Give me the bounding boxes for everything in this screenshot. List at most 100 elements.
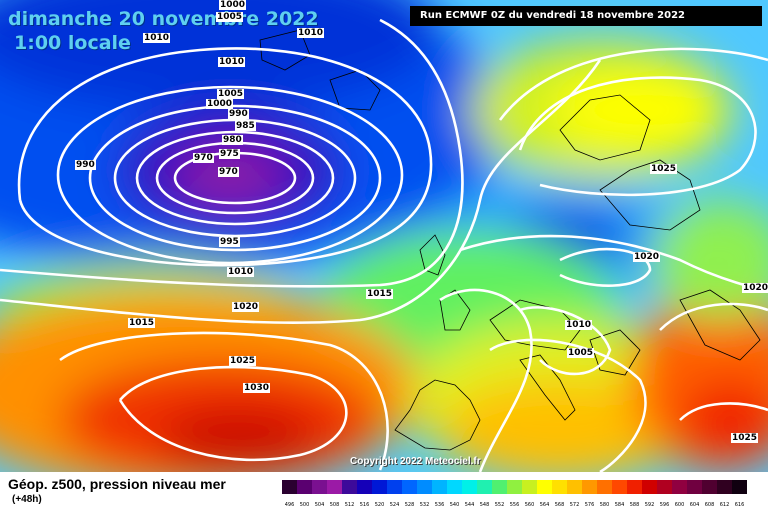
scale-tick-label: 556 bbox=[509, 502, 520, 508]
isobar-label: 1010 bbox=[565, 320, 593, 330]
scale-tick-label: 512 bbox=[344, 502, 355, 508]
color-scale bbox=[282, 480, 747, 494]
isobar-label: 1010 bbox=[297, 28, 325, 38]
scale-swatch bbox=[462, 480, 477, 494]
isobar-label: 980 bbox=[222, 135, 243, 145]
scale-tick-label: 560 bbox=[524, 502, 535, 508]
isobar-label: 985 bbox=[235, 121, 256, 131]
isobar-label: 995 bbox=[219, 237, 240, 247]
scale-tick-label: 540 bbox=[449, 502, 460, 508]
scale-tick-label: 516 bbox=[359, 502, 370, 508]
scale-tick-label: 544 bbox=[464, 502, 475, 508]
isobar-label: 1015 bbox=[366, 289, 394, 299]
scale-swatch bbox=[477, 480, 492, 494]
scale-tick-label: 524 bbox=[389, 502, 400, 508]
isobar-label: 970 bbox=[193, 153, 214, 163]
scale-tick-label: 532 bbox=[419, 502, 430, 508]
isobar-label: 1030 bbox=[243, 383, 271, 393]
isobar-label: 1015 bbox=[128, 318, 156, 328]
map-canvas bbox=[0, 0, 768, 472]
scale-tick-label: 548 bbox=[479, 502, 490, 508]
legend-bar: Géop. z500, pression niveau mer (+48h) 4… bbox=[0, 472, 768, 512]
scale-swatch bbox=[297, 480, 312, 494]
isobar-label: 1020 bbox=[232, 302, 260, 312]
scale-swatch bbox=[582, 480, 597, 494]
isobar-label: 1005 bbox=[217, 89, 245, 99]
scale-swatch bbox=[327, 480, 342, 494]
scale-swatch bbox=[372, 480, 387, 494]
scale-tick-label: 616 bbox=[734, 502, 745, 508]
scale-swatch bbox=[432, 480, 447, 494]
scale-tick-label: 508 bbox=[329, 502, 340, 508]
scale-tick-label: 520 bbox=[374, 502, 385, 508]
scale-tick-label: 496 bbox=[284, 502, 295, 508]
scale-swatch bbox=[702, 480, 717, 494]
scale-swatch bbox=[672, 480, 687, 494]
isobar-label: 1020 bbox=[633, 252, 661, 262]
isobar-label: 1025 bbox=[650, 164, 678, 174]
scale-tick-label: 584 bbox=[614, 502, 625, 508]
scale-swatch bbox=[402, 480, 417, 494]
scale-swatch bbox=[717, 480, 732, 494]
scale-tick-label: 536 bbox=[434, 502, 445, 508]
scale-tick-label: 592 bbox=[644, 502, 655, 508]
scale-tick-label: 552 bbox=[494, 502, 505, 508]
scale-swatch bbox=[537, 480, 552, 494]
isobar-label: 1005 bbox=[216, 12, 244, 22]
scale-swatch bbox=[612, 480, 627, 494]
scale-swatch bbox=[492, 480, 507, 494]
scale-swatch bbox=[417, 480, 432, 494]
isobar-label: 990 bbox=[75, 160, 96, 170]
scale-swatch bbox=[447, 480, 462, 494]
isobar-label: 1025 bbox=[229, 356, 257, 366]
scale-tick-label: 604 bbox=[689, 502, 700, 508]
scale-tick-label: 500 bbox=[299, 502, 310, 508]
isobar-label: 1010 bbox=[143, 33, 171, 43]
isobar-label: 1005 bbox=[567, 348, 595, 358]
scale-tick-label: 612 bbox=[719, 502, 730, 508]
scale-swatch bbox=[657, 480, 672, 494]
copyright-notice: Copyright 2022 Meteociel.fr bbox=[350, 456, 481, 467]
isobar-label: 975 bbox=[219, 149, 240, 159]
scale-swatch bbox=[507, 480, 522, 494]
scale-swatch bbox=[342, 480, 357, 494]
scale-tick-label: 568 bbox=[554, 502, 565, 508]
scale-tick-label: 588 bbox=[629, 502, 640, 508]
scale-swatch bbox=[357, 480, 372, 494]
isobar-label: 1025 bbox=[731, 433, 759, 443]
isobar-label: 970 bbox=[218, 167, 239, 177]
scale-swatch bbox=[567, 480, 582, 494]
scale-tick-label: 600 bbox=[674, 502, 685, 508]
scale-tick-label: 564 bbox=[539, 502, 550, 508]
legend-title: Géop. z500, pression niveau mer bbox=[8, 476, 226, 492]
legend-subtitle: (+48h) bbox=[12, 494, 42, 505]
weather-map: dimanche 20 novembre 2022 1:00 locale Ru… bbox=[0, 0, 768, 472]
scale-swatch bbox=[687, 480, 702, 494]
isobar-label: 1000 bbox=[206, 99, 234, 109]
scale-swatch bbox=[387, 480, 402, 494]
scale-swatch bbox=[627, 480, 642, 494]
scale-swatch bbox=[732, 480, 747, 494]
forecast-date: dimanche 20 novembre 2022 bbox=[8, 8, 319, 30]
isobar-label: 1010 bbox=[227, 267, 255, 277]
isobar-label: 990 bbox=[228, 109, 249, 119]
isobar-label: 1020 bbox=[742, 283, 768, 293]
isobar-label: 1000 bbox=[219, 0, 247, 10]
scale-swatch bbox=[552, 480, 567, 494]
color-scale-labels: 496 500 504 508 512 516 520 524 528 532 536 540 544 5… bbox=[282, 502, 747, 508]
scale-tick-label: 576 bbox=[584, 502, 595, 508]
scale-tick-label: 580 bbox=[599, 502, 610, 508]
scale-swatch bbox=[642, 480, 657, 494]
scale-tick-label: 504 bbox=[314, 502, 325, 508]
scale-tick-label: 572 bbox=[569, 502, 580, 508]
scale-swatch bbox=[312, 480, 327, 494]
scale-swatch bbox=[522, 480, 537, 494]
scale-tick-label: 528 bbox=[404, 502, 415, 508]
model-run-banner: Run ECMWF 0Z du vendredi 18 novembre 202… bbox=[410, 6, 762, 26]
scale-tick-label: 596 bbox=[659, 502, 670, 508]
scale-swatch bbox=[282, 480, 297, 494]
forecast-time: 1:00 locale bbox=[14, 32, 131, 54]
scale-swatch bbox=[597, 480, 612, 494]
scale-tick-label: 608 bbox=[704, 502, 715, 508]
isobar-label: 1010 bbox=[218, 57, 246, 67]
